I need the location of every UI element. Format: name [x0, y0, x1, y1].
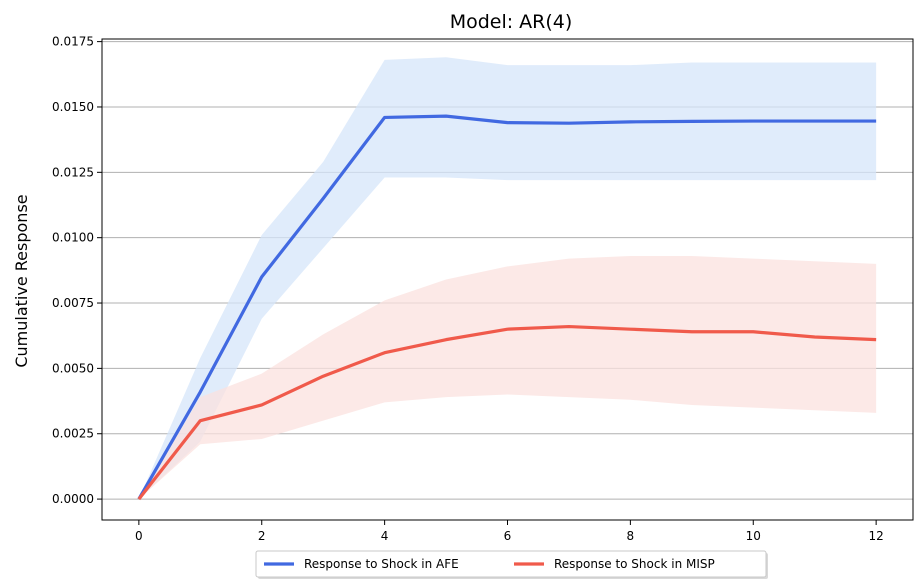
y-tick-label-6: 0.0150 — [52, 100, 94, 114]
y-tick-label-0: 0.0000 — [52, 492, 94, 506]
x-tick-label-1: 2 — [258, 529, 266, 543]
y-axis-title: Cumulative Response — [12, 194, 31, 367]
x-tick-label-0: 0 — [135, 529, 143, 543]
x-tick-label-6: 12 — [868, 529, 883, 543]
series-lines — [137, 114, 877, 501]
y-tick-label-4: 0.0100 — [52, 231, 94, 245]
legend-label-0: Response to Shock in AFE — [304, 557, 459, 571]
legend-label-1: Response to Shock in MISP — [554, 557, 715, 571]
confidence-bands — [138, 57, 877, 500]
legend-box — [255, 550, 767, 578]
y-tick-label-1: 0.0025 — [52, 427, 94, 441]
y-tick-label-7: 0.0175 — [52, 35, 94, 49]
x-tick-label-2: 4 — [381, 529, 389, 543]
series-line-0 — [137, 114, 877, 500]
y-tick-label-5: 0.0125 — [52, 165, 94, 179]
confidence-band-1 — [138, 255, 877, 500]
chart-title: Model: AR(4) — [450, 11, 573, 33]
confidence-band-0 — [138, 57, 877, 500]
legend: Response to Shock in AFE Response to Shoc… — [255, 550, 768, 579]
axes: 0.0000 0.0025 0.0050 0.0075 0.0100 0.0125 0.01… — [52, 35, 914, 543]
y-tick-label-3: 0.0075 — [52, 296, 94, 310]
x-tick-label-4: 8 — [627, 529, 635, 543]
x-tick-label-5: 10 — [746, 529, 761, 543]
x-tick-label-3: 6 — [504, 529, 512, 543]
series-line-1 — [137, 324, 877, 501]
y-tick-label-2: 0.0050 — [52, 361, 94, 375]
